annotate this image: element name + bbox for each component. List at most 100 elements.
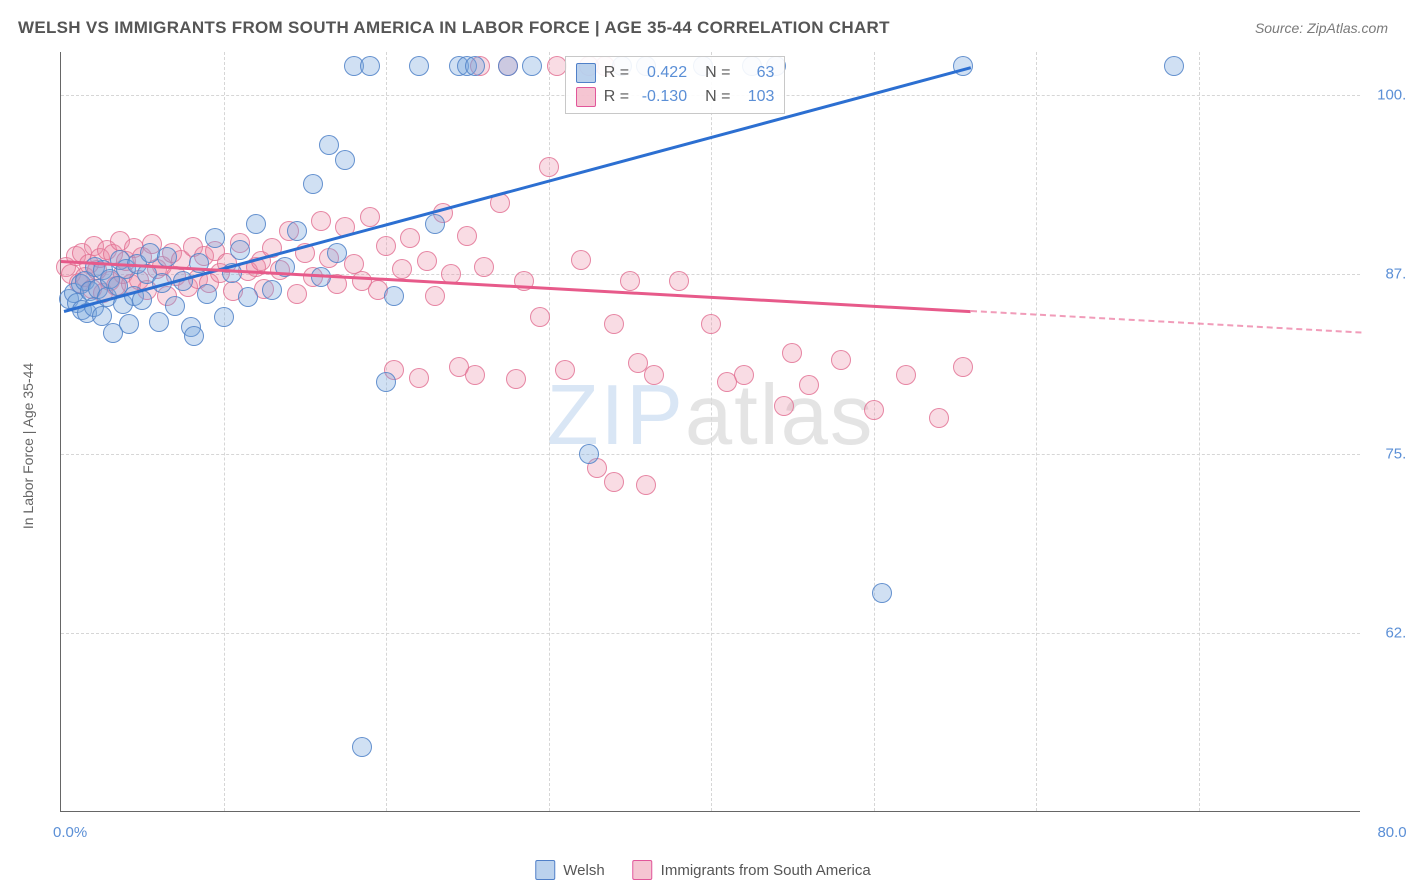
scatter-point-blue: [214, 307, 234, 327]
scatter-point-pink: [360, 207, 380, 227]
stats-r-label: R =: [604, 88, 629, 106]
scatter-point-pink: [425, 286, 445, 306]
scatter-point-pink: [376, 236, 396, 256]
watermark-atlas: atlas: [685, 368, 875, 463]
x-tick-label-right: 80.0%: [1377, 824, 1406, 841]
scatter-point-blue: [579, 444, 599, 464]
scatter-point-pink: [287, 284, 307, 304]
gridline-vertical: [874, 52, 875, 811]
scatter-point-pink: [620, 271, 640, 291]
scatter-point-blue: [262, 280, 282, 300]
y-tick-label: 75.0%: [1368, 445, 1406, 462]
legend-item-immigrants: Immigrants from South America: [633, 860, 871, 880]
scatter-point-pink: [539, 157, 559, 177]
y-tick-label: 100.0%: [1368, 87, 1406, 104]
scatter-point-pink: [530, 307, 550, 327]
stats-row-pink: R = -0.130 N = 103: [576, 85, 775, 109]
trend-line-pink-dash: [971, 310, 1361, 334]
scatter-point-blue: [149, 312, 169, 332]
scatter-point-blue: [409, 56, 429, 76]
scatter-point-blue: [1164, 56, 1184, 76]
y-axis-title: In Labor Force | Age 35-44: [20, 363, 36, 529]
scatter-point-blue: [205, 228, 225, 248]
scatter-point-pink: [555, 360, 575, 380]
scatter-point-blue: [230, 240, 250, 260]
scatter-point-pink: [465, 365, 485, 385]
scatter-point-blue: [498, 56, 518, 76]
stats-n-label: N =: [705, 88, 730, 106]
stats-n-label: N =: [705, 64, 730, 82]
scatter-point-blue: [303, 174, 323, 194]
stats-swatch-blue: [576, 63, 596, 83]
watermark-zip: ZIP: [547, 368, 685, 463]
scatter-point-pink: [734, 365, 754, 385]
scatter-point-pink: [896, 365, 916, 385]
gridline-vertical: [1199, 52, 1200, 811]
legend-swatch-pink: [633, 860, 653, 880]
stats-n-value-pink: 103: [738, 88, 774, 106]
scatter-point-pink: [774, 396, 794, 416]
scatter-point-blue: [376, 372, 396, 392]
scatter-point-blue: [425, 214, 445, 234]
gridline-vertical: [224, 52, 225, 811]
scatter-point-blue: [238, 287, 258, 307]
scatter-point-pink: [669, 271, 689, 291]
stats-row-blue: R = 0.422 N = 63: [576, 61, 775, 85]
scatter-point-blue: [184, 326, 204, 346]
scatter-point-pink: [929, 408, 949, 428]
gridline-vertical: [386, 52, 387, 811]
scatter-point-pink: [547, 56, 567, 76]
stats-n-value-blue: 63: [738, 64, 774, 82]
scatter-point-blue: [197, 284, 217, 304]
x-tick-label-left: 0.0%: [53, 824, 87, 841]
gridline-vertical: [711, 52, 712, 811]
scatter-point-blue: [465, 56, 485, 76]
scatter-point-pink: [417, 251, 437, 271]
stats-r-value-blue: 0.422: [637, 64, 687, 82]
scatter-point-pink: [506, 369, 526, 389]
scatter-point-pink: [644, 365, 664, 385]
legend-swatch-blue: [535, 860, 555, 880]
y-tick-label: 62.5%: [1368, 624, 1406, 641]
scatter-point-pink: [604, 314, 624, 334]
legend-item-welsh: Welsh: [535, 860, 604, 880]
scatter-point-blue: [352, 737, 372, 757]
scatter-point-pink: [474, 257, 494, 277]
scatter-point-blue: [165, 296, 185, 316]
scatter-point-pink: [571, 250, 591, 270]
stats-swatch-pink: [576, 87, 596, 107]
chart-container: WELSH VS IMMIGRANTS FROM SOUTH AMERICA I…: [0, 0, 1406, 892]
scatter-point-blue: [157, 247, 177, 267]
scatter-point-pink: [392, 259, 412, 279]
scatter-point-pink: [799, 375, 819, 395]
scatter-point-pink: [953, 357, 973, 377]
scatter-point-blue: [287, 221, 307, 241]
scatter-point-blue: [327, 243, 347, 263]
scatter-point-blue: [522, 56, 542, 76]
scatter-point-pink: [782, 343, 802, 363]
scatter-point-pink: [701, 314, 721, 334]
scatter-point-blue: [872, 583, 892, 603]
gridline-vertical: [1036, 52, 1037, 811]
plot-area: ZIPatlas 62.5%75.0%87.5%100.0%0.0%80.0%R…: [60, 52, 1360, 812]
chart-title: WELSH VS IMMIGRANTS FROM SOUTH AMERICA I…: [18, 18, 890, 38]
scatter-point-pink: [831, 350, 851, 370]
title-bar: WELSH VS IMMIGRANTS FROM SOUTH AMERICA I…: [18, 18, 1388, 38]
scatter-point-pink: [311, 211, 331, 231]
scatter-point-blue: [119, 314, 139, 334]
stats-box: R = 0.422 N = 63 R = -0.130 N = 103: [565, 56, 786, 114]
scatter-point-pink: [636, 475, 656, 495]
scatter-point-blue: [319, 135, 339, 155]
scatter-point-pink: [604, 472, 624, 492]
scatter-point-pink: [864, 400, 884, 420]
scatter-point-blue: [360, 56, 380, 76]
legend-label-immigrants: Immigrants from South America: [661, 862, 871, 879]
scatter-point-blue: [246, 214, 266, 234]
source-attribution: Source: ZipAtlas.com: [1255, 20, 1388, 36]
scatter-point-pink: [409, 368, 429, 388]
stats-r-value-pink: -0.130: [637, 88, 687, 106]
y-tick-label: 87.5%: [1368, 266, 1406, 283]
scatter-point-pink: [400, 228, 420, 248]
stats-r-label: R =: [604, 64, 629, 82]
scatter-point-pink: [457, 226, 477, 246]
